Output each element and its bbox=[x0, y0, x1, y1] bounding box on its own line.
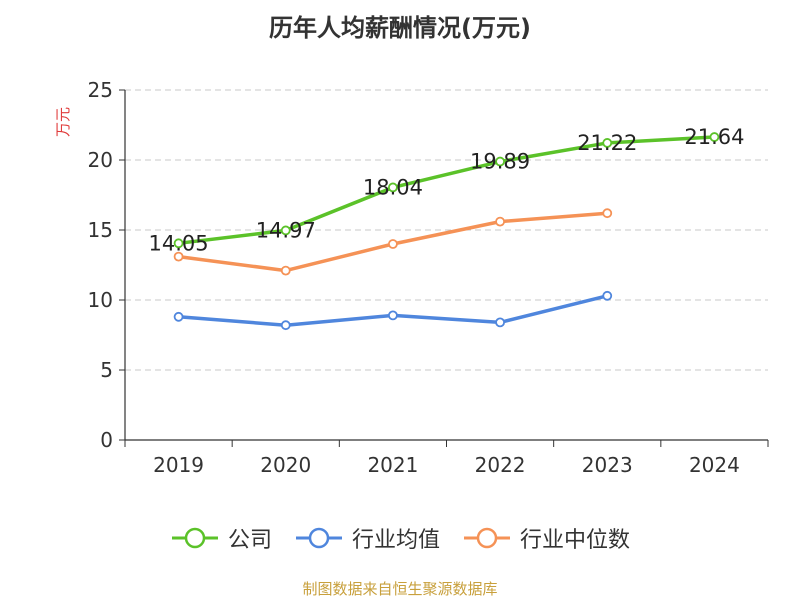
legend-swatch bbox=[171, 527, 218, 549]
legend-label: 行业中位数 bbox=[520, 528, 631, 553]
x-tick-label: 2023 bbox=[582, 453, 633, 477]
legend-swatch-marker bbox=[308, 527, 330, 549]
y-axis-label: 万元 bbox=[54, 107, 72, 137]
y-tick-label: 25 bbox=[88, 78, 113, 102]
legend-label: 公司 bbox=[227, 528, 272, 553]
data-labels: 14.05 14.97 18.04 19.89 21.22 21.64 bbox=[149, 125, 745, 255]
y-tick-label: 0 bbox=[100, 428, 113, 452]
data-point bbox=[602, 138, 613, 148]
x-tick-label: 2021 bbox=[367, 453, 418, 477]
data-label: 21.64 bbox=[684, 125, 744, 149]
y-tick-label: 20 bbox=[88, 148, 113, 172]
data-point bbox=[173, 311, 184, 322]
data-point bbox=[280, 320, 291, 331]
legend-swatch-marker bbox=[184, 527, 206, 549]
x-tick-label: 2020 bbox=[260, 453, 311, 477]
legend-item: 行业中位数 bbox=[462, 522, 630, 554]
legend-item: 行业均值 bbox=[294, 522, 440, 554]
data-point bbox=[280, 225, 291, 236]
data-point bbox=[280, 265, 291, 276]
data-point bbox=[495, 317, 505, 328]
x-tick-label: 2024 bbox=[689, 453, 740, 477]
data-point bbox=[495, 156, 505, 167]
y-tick-label: 15 bbox=[88, 218, 113, 242]
legend-swatch bbox=[295, 527, 342, 549]
data-point bbox=[388, 239, 398, 249]
data-label: 14.05 bbox=[149, 231, 209, 255]
legend: 公司 行业均值 行业中位数 bbox=[0, 522, 800, 554]
data-point bbox=[173, 238, 184, 249]
axes: 0 5 10 15 20 25 万元 2019 2020 2021 2022 2023 2024 bbox=[54, 78, 769, 477]
data-point bbox=[709, 132, 720, 142]
data-label: 18.04 bbox=[363, 175, 423, 199]
x-tick-label: 2022 bbox=[475, 453, 526, 477]
data-point bbox=[388, 310, 398, 321]
legend-label: 行业均值 bbox=[351, 528, 440, 553]
legend-swatch bbox=[464, 527, 510, 549]
x-tick-label: 2019 bbox=[153, 453, 204, 477]
data-point bbox=[495, 216, 505, 227]
y-tick-label: 5 bbox=[100, 358, 113, 382]
data-point bbox=[388, 182, 398, 193]
legend-item: 公司 bbox=[170, 522, 272, 554]
chart-title: 历年人均薪酬情况(万元) bbox=[269, 14, 531, 42]
source-note: 制图数据来自恒生聚源数据库 bbox=[302, 580, 498, 598]
data-label: 14.97 bbox=[256, 218, 316, 242]
data-point bbox=[173, 251, 184, 262]
data-label: 21.22 bbox=[577, 131, 637, 155]
y-tick-label: 10 bbox=[88, 288, 113, 312]
data-point bbox=[602, 290, 613, 301]
legend-swatch-marker bbox=[476, 527, 498, 549]
series-line bbox=[176, 135, 717, 246]
series bbox=[173, 132, 720, 331]
data-label: 19.89 bbox=[470, 150, 530, 174]
gridlines bbox=[125, 89, 768, 371]
data-point bbox=[602, 208, 613, 219]
